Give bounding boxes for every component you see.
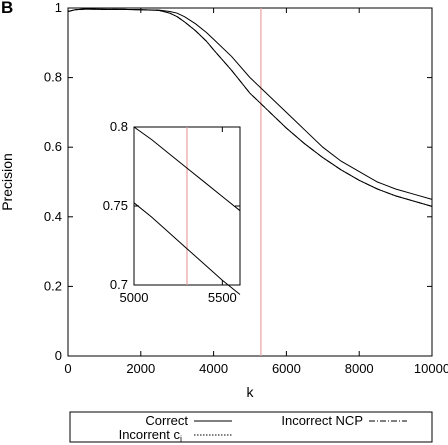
legend-box bbox=[69, 411, 433, 443]
main-x-tick-label: 2000 bbox=[126, 361, 155, 376]
main-y-tick-label: 0.8 bbox=[44, 70, 62, 85]
main-y-tick-label: 0.4 bbox=[44, 209, 62, 224]
x-axis-title: k bbox=[247, 384, 255, 400]
panel-label: B bbox=[1, 0, 14, 17]
main-series-line-2 bbox=[67, 8, 433, 207]
inset-y-tick-label: 0.7 bbox=[110, 277, 128, 292]
main-y-tick-label: 1 bbox=[55, 0, 62, 15]
legend-label-incorrent-ci: Incorrent ci bbox=[119, 427, 182, 444]
inset-x-tick-label: 5000 bbox=[120, 290, 149, 305]
main-y-tick-label: 0 bbox=[55, 348, 62, 363]
main-y-tick-label: 0.6 bbox=[44, 139, 62, 154]
main-x-tick-label: 0 bbox=[64, 361, 71, 376]
main-series-line-1 bbox=[67, 8, 433, 207]
main-x-tick-label: 10000 bbox=[414, 361, 448, 376]
main-x-tick-label: 6000 bbox=[272, 361, 301, 376]
main-x-tick-label: 8000 bbox=[345, 361, 374, 376]
legend-label-subscript: i bbox=[180, 434, 182, 444]
legend-label-incorrect-ncp: Incorrect NCP bbox=[281, 413, 363, 428]
main-x-tick-label: 4000 bbox=[199, 361, 228, 376]
inset-series-line-0 bbox=[133, 126, 241, 212]
main-y-tick-label: 0.2 bbox=[44, 278, 62, 293]
inset-x-tick-label: 5500 bbox=[208, 290, 237, 305]
inset-y-tick-label: 0.75 bbox=[103, 198, 128, 213]
legend-label-correct: Correct bbox=[145, 413, 188, 428]
inset-series-line-1 bbox=[133, 202, 241, 295]
y-axis-title: Precision bbox=[0, 153, 15, 211]
main-plot-frame bbox=[67, 7, 433, 357]
main-series-line-0 bbox=[67, 8, 433, 200]
inset-y-tick-label: 0.8 bbox=[110, 119, 128, 134]
